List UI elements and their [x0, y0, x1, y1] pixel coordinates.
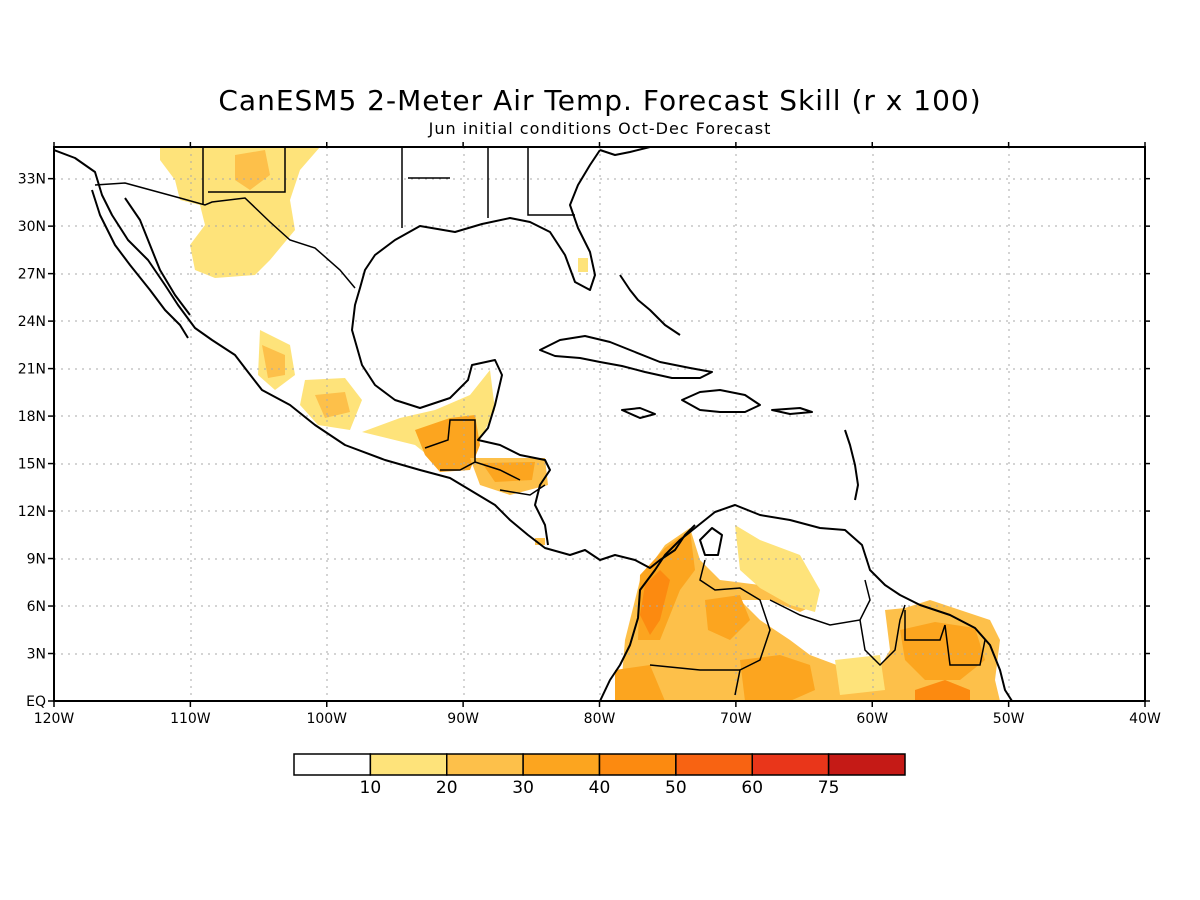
colorbar-label: 40 — [589, 778, 611, 798]
colorbar-label: 20 — [436, 778, 458, 798]
shade-region — [262, 345, 285, 378]
shade-region — [640, 570, 670, 635]
colorbar-label: 10 — [360, 778, 382, 798]
coastline-us-atlantic — [599, 147, 651, 156]
y-tick-label: 24N — [18, 314, 46, 330]
shade-region — [740, 655, 815, 701]
x-tick-label: 60W — [856, 711, 888, 727]
border-guyana — [859, 604, 906, 667]
skill-shading — [160, 147, 1000, 701]
coastline-jamaica — [621, 407, 656, 419]
coastline-baja — [91, 189, 189, 339]
colorbar-label: 75 — [818, 778, 840, 798]
coastline-bahamas — [619, 274, 681, 336]
coastline-south-america — [599, 504, 1013, 701]
colorbar-swatch — [293, 753, 372, 776]
colorbar-swatch — [827, 753, 906, 776]
border-french-guiana — [944, 624, 986, 666]
y-tick-label: 33N — [18, 172, 46, 188]
y-tick-label: 18N — [18, 409, 46, 425]
border-suriname — [904, 610, 946, 641]
border-colombia-south — [649, 664, 740, 671]
coastline-puerto-rico — [771, 407, 813, 415]
colorbar-swatch — [675, 753, 753, 776]
x-tick-label: 110W — [170, 711, 211, 727]
coastline-hispaniola — [681, 389, 761, 413]
y-tick-label: 6N — [27, 599, 46, 615]
x-tick-label: 90W — [447, 711, 479, 727]
map-title: CanESM5 2-Meter Air Temp. Forecast Skill… — [218, 84, 982, 117]
colorbar-label: 30 — [512, 778, 534, 798]
colorbar-swatch — [598, 753, 677, 776]
shade-region — [578, 258, 588, 272]
coastline-north-america — [54, 149, 696, 569]
x-tick-label: 120W — [34, 711, 75, 727]
shade-region — [835, 655, 885, 695]
colorbar-swatch — [522, 753, 601, 776]
shade-region — [915, 680, 970, 701]
x-tick-label: 70W — [720, 711, 752, 727]
border-colombia-venezuela — [699, 559, 771, 696]
colorbar: 10 20 30 40 50 60 75 — [293, 753, 906, 798]
borders — [94, 147, 986, 696]
shade-region — [415, 415, 480, 472]
shade-region — [315, 392, 350, 418]
shade-region — [705, 595, 750, 640]
colorbar-swatch — [446, 753, 524, 776]
shade-region — [160, 147, 320, 278]
coastlines — [54, 147, 1013, 701]
border-us-mexico — [94, 182, 356, 289]
y-axis: EQ 3N 6N 9N 12N 15N 18N 21N 24N 27N 30N 33N — [18, 172, 1150, 710]
y-tick-label: 30N — [18, 219, 46, 235]
x-tick-label: 40W — [1129, 711, 1161, 727]
colorbar-swatch — [369, 753, 448, 776]
coastline-baja-inner — [124, 197, 191, 316]
coastline-antilles — [844, 429, 859, 501]
shade-region — [735, 525, 820, 612]
y-tick-label: 9N — [27, 552, 46, 568]
colorbar-swatch — [751, 753, 830, 776]
y-tick-label: 15N — [18, 457, 46, 473]
border-guatemala — [424, 419, 476, 471]
map-subtitle: Jun initial conditions Oct-Dec Forecast — [428, 119, 772, 138]
border-us-states — [202, 147, 575, 228]
border-venezuela-brazil — [769, 579, 871, 626]
coastline-maracaibo — [699, 527, 723, 556]
y-tick-label: EQ — [26, 694, 46, 710]
y-tick-label: 3N — [27, 647, 46, 663]
border-central-america — [474, 461, 546, 496]
x-tick-label: 100W — [306, 711, 347, 727]
coastline-cuba — [539, 335, 713, 379]
shade-region — [482, 462, 535, 482]
y-tick-label: 21N — [18, 362, 46, 378]
colorbar-label: 60 — [741, 778, 763, 798]
y-tick-label: 12N — [18, 504, 46, 520]
colorbar-label: 50 — [665, 778, 687, 798]
coastline-gulf-of-mexico — [351, 149, 601, 546]
y-tick-label: 27N — [18, 267, 46, 283]
grid-lines — [54, 147, 1145, 701]
x-tick-label: 80W — [584, 711, 616, 727]
x-tick-label: 50W — [993, 711, 1025, 727]
shade-region — [235, 150, 270, 190]
x-axis: 120W 110W 100W 90W 80W 70W 60W 50W 40W — [34, 142, 1161, 727]
shade-region — [615, 665, 665, 701]
